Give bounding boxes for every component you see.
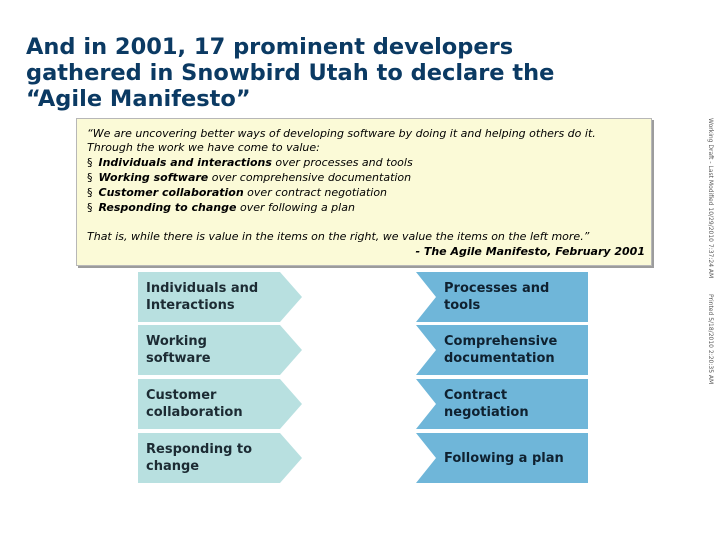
- value-left-individuals: Individuals and Interactions: [138, 272, 302, 322]
- quote-line: “We are uncovering better ways of develo…: [87, 127, 596, 140]
- side-note-draft: Working Draft - Last Modified 10/29/2010…: [707, 118, 714, 279]
- bullet-strong: Customer collaboration: [98, 186, 244, 199]
- value-right-documentation: Comprehensive documentation: [416, 325, 588, 375]
- arrow-label: Individuals and: [146, 281, 259, 296]
- arrow-label: Interactions: [146, 298, 235, 313]
- bullet-rest: over comprehensive documentation: [208, 171, 412, 184]
- value-left-responding: Responding to change: [138, 433, 302, 483]
- value-right-plan: Following a plan: [416, 433, 588, 483]
- arrow-label: tools: [444, 298, 481, 313]
- side-note-printed: Printed 5/18/2010 2:20:35 AM: [707, 294, 714, 385]
- quote-bullet: § Customer collaboration over contract ne…: [87, 186, 387, 199]
- arrow-label: documentation: [444, 351, 555, 366]
- quote-bullet: § Responding to change over following a p…: [87, 201, 355, 214]
- side-notes: Working Draft - Last Modified 10/29/2010…: [704, 118, 714, 418]
- quote-bullet: § Working software over comprehensive doc…: [87, 171, 411, 184]
- bullet-icon: §: [87, 201, 93, 214]
- quote-bullet: § Individuals and interactions over proce…: [87, 156, 413, 169]
- slide-title: And in 2001, 17 prominent developers gat…: [26, 34, 666, 112]
- arrow-label: Comprehensive: [444, 334, 558, 349]
- title-line: And in 2001, 17 prominent developers: [26, 34, 514, 60]
- value-right-processes: Processes and tools: [416, 272, 588, 322]
- bullet-strong: Responding to change: [98, 201, 237, 214]
- bullet-rest: over contract negotiation: [243, 186, 388, 199]
- value-right-contract: Contract negotiation: [416, 379, 588, 429]
- bullet-icon: §: [87, 186, 93, 199]
- bullet-rest: over processes and tools: [271, 156, 413, 169]
- arrow-label: Customer: [146, 388, 217, 403]
- title-line: gathered in Snowbird Utah to declare the: [26, 60, 555, 86]
- bullet-icon: §: [87, 156, 93, 169]
- arrow-label: collaboration: [146, 405, 243, 420]
- arrow-label: Working: [146, 334, 207, 349]
- bullet-strong: Individuals and interactions: [98, 156, 272, 169]
- quote-line: Through the work we have come to value:: [87, 141, 320, 154]
- quote-closing: That is, while there is value in the ite…: [87, 230, 590, 243]
- bullet-rest: over following a plan: [236, 201, 355, 214]
- arrow-label: Following a plan: [444, 450, 564, 466]
- value-left-working-software: Working software: [138, 325, 302, 375]
- arrow-label: Responding to: [146, 442, 253, 457]
- value-left-collaboration: Customer collaboration: [138, 379, 302, 429]
- arrow-label: negotiation: [444, 405, 529, 420]
- arrow-label: Processes and: [444, 281, 550, 296]
- bullet-icon: §: [87, 171, 93, 184]
- title-line: “Agile Manifesto”: [26, 86, 251, 112]
- quote-attribution: - The Agile Manifesto, February 2001: [415, 245, 645, 258]
- arrow-label: software: [146, 351, 211, 366]
- manifesto-quote-box: “We are uncovering better ways of develo…: [76, 118, 652, 266]
- arrow-label: change: [146, 459, 200, 474]
- bullet-strong: Working software: [98, 171, 209, 184]
- arrow-label: Contract: [444, 388, 508, 403]
